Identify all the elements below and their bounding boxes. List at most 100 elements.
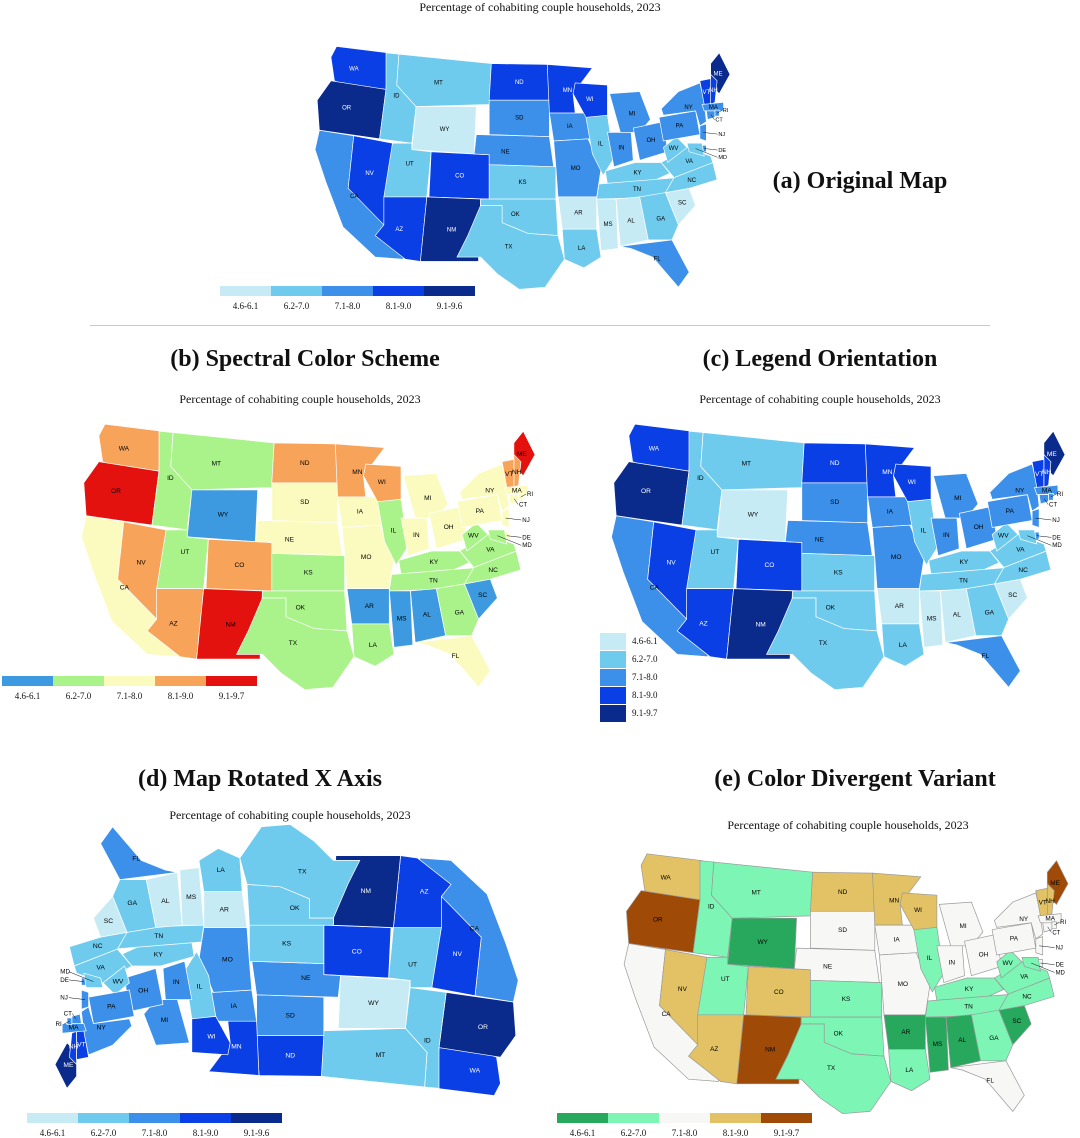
state-wv <box>461 522 489 552</box>
state-label-nc: NC <box>488 567 498 574</box>
state-label-me: ME <box>517 451 527 458</box>
legend-label: 9.1-9.7 <box>218 691 245 701</box>
state-label-wv: WV <box>1002 960 1013 967</box>
state-label-or: OR <box>641 488 651 495</box>
state-ct <box>508 494 519 505</box>
state-label-la: LA <box>905 1067 914 1074</box>
legend-b: 4.6-6.1 6.2-7.0 7.1-8.0 8.1-9.0 9.1-9.7 <box>2 676 257 701</box>
state-label-tx: TX <box>298 869 307 876</box>
state-label-mn: MN <box>882 469 892 476</box>
legend-item: 7.1-8.0 <box>659 1113 710 1138</box>
legend-item: 4.6-6.1 <box>557 1113 608 1138</box>
state-label-ar: AR <box>901 1029 910 1036</box>
callout-line-nj <box>68 997 86 1000</box>
state-la <box>881 623 925 667</box>
state-label-wa: WA <box>119 445 130 452</box>
legend-item: 8.1-9.0 <box>155 676 206 701</box>
state-label-al: AL <box>958 1037 966 1044</box>
state-label-ks: KS <box>519 180 527 186</box>
state-label-mo: MO <box>361 554 372 561</box>
legend-label: 8.1-9.0 <box>722 1128 749 1138</box>
state-label-wa: WA <box>349 66 358 72</box>
map-rotated: WA OR CA NV ID MT WY UT CO AZ NM ND SD NE KS OK TX MN IA MO… <box>55 824 519 1096</box>
state-label-wi: WI <box>207 1033 215 1040</box>
state-label-in: IN <box>943 532 950 539</box>
state-label-ky: KY <box>960 559 969 566</box>
state-ma <box>61 1023 87 1034</box>
map-original: WA OR CA NV ID MT WY UT CO AZ NM ND SD NE KS OK TX MN IA MO… <box>314 46 730 290</box>
state-label-co: CO <box>774 989 784 996</box>
state-label-mt: MT <box>751 890 760 897</box>
state-label-ks: KS <box>282 941 291 948</box>
state-fl <box>950 1060 1025 1112</box>
state-label-ca: CA <box>350 194 358 200</box>
state-label-mn: MN <box>352 469 362 476</box>
state-mt <box>700 432 805 491</box>
state-ms <box>918 590 944 648</box>
state-label-wv: WV <box>468 533 479 540</box>
state-label-ga: GA <box>989 1035 999 1042</box>
state-label-tn: TN <box>959 577 968 584</box>
state-ny <box>459 463 510 512</box>
state-ct <box>1038 494 1049 505</box>
state-label-mi: MI <box>161 1017 169 1024</box>
legend-label: 7.1-8.0 <box>671 1128 698 1138</box>
state-ri <box>1051 921 1057 929</box>
callout-line-de <box>1040 962 1055 965</box>
state-label-nd: ND <box>515 80 524 86</box>
state-or <box>83 461 160 526</box>
callout-line-ct <box>514 498 519 505</box>
legend-label: 6.2-7.0 <box>283 301 310 311</box>
legend-label: 9.1-9.6 <box>436 301 463 311</box>
state-ut <box>686 529 739 589</box>
state-label-ri: RI <box>55 1021 62 1028</box>
legend-label: 7.1-8.0 <box>116 691 143 701</box>
state-label-sc: SC <box>1012 1018 1021 1025</box>
legend-label: 7.1-8.0 <box>632 672 658 682</box>
state-label-ny: NY <box>1019 916 1029 923</box>
state-label-vt: VT <box>1035 471 1043 478</box>
legend-swatch <box>600 686 626 704</box>
map-divergent: WA OR CA NV ID MT WY UT CO AZ NM ND SD NE KS OK TX MN IA MO… <box>623 853 1069 1115</box>
state-ga <box>639 192 679 241</box>
state-label-sd: SD <box>300 499 309 506</box>
state-label-sd: SD <box>286 1013 295 1020</box>
state-label-oh: OH <box>979 951 989 958</box>
state-or <box>316 80 387 140</box>
state-label-wy: WY <box>748 511 759 518</box>
state-label-or: OR <box>111 488 121 495</box>
state-wv <box>991 522 1019 552</box>
state-in <box>936 945 965 984</box>
state-md <box>686 142 705 157</box>
state-label-ks: KS <box>842 996 851 1003</box>
state-label-ut: UT <box>408 962 417 969</box>
state-ma <box>1037 913 1062 924</box>
map-spectral: WA OR CA NV ID MT WY UT CO AZ NM ND SD NE KS OK TX MN IA MO… <box>81 423 535 691</box>
state-label-sd: SD <box>838 927 847 934</box>
state-label-mi: MI <box>960 923 967 930</box>
state-label-ok: OK <box>290 905 300 912</box>
state-label-ia: IA <box>894 936 901 943</box>
state-il <box>377 498 409 566</box>
state-label-az: AZ <box>710 1046 718 1053</box>
state-la <box>198 847 243 892</box>
callout-line-md <box>1027 535 1052 546</box>
state-label-ks: KS <box>304 570 313 577</box>
state-mt <box>321 1028 428 1088</box>
state-label-va: VA <box>486 546 495 553</box>
legend-swatch <box>78 1113 129 1123</box>
state-label-me: ME <box>1047 451 1057 458</box>
state-label-ky: KY <box>965 986 974 993</box>
state-label-mo: MO <box>891 554 902 561</box>
state-label-in: IN <box>949 959 956 966</box>
state-label-wv: WV <box>998 533 1009 540</box>
state-ny <box>994 892 1044 940</box>
state-il <box>585 114 615 177</box>
state-nj <box>501 508 510 528</box>
state-label-ar: AR <box>220 907 229 914</box>
state-label-ia: IA <box>231 1003 238 1010</box>
state-label-ct: CT <box>715 118 723 124</box>
legend-label: 4.6-6.1 <box>632 636 658 646</box>
state-label-de: DE <box>60 977 69 984</box>
state-ct <box>1042 922 1053 933</box>
